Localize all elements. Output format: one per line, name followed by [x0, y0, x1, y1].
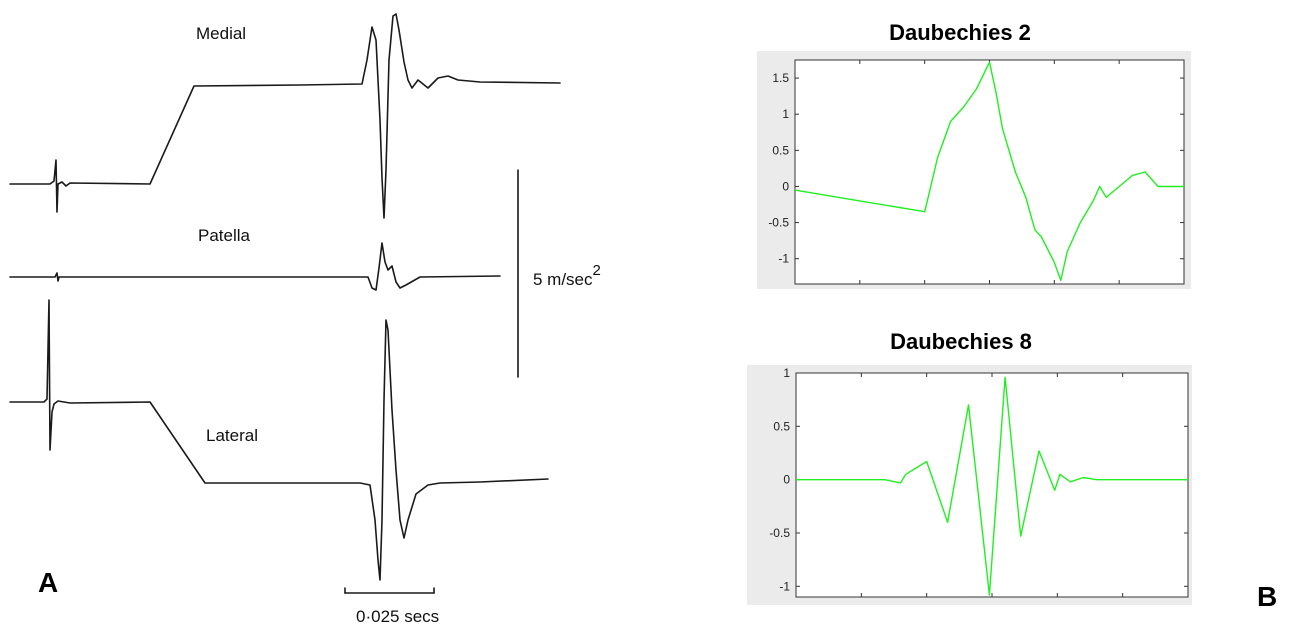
scale-bar-exponent: 2	[593, 262, 601, 279]
panel-letter-a: A	[38, 567, 58, 598]
chart1-ytick-label-4: 1	[782, 107, 789, 121]
chart2-ytick-label-0: -1	[779, 579, 790, 593]
chart1-ytick-label-2: 0	[782, 179, 789, 193]
chart-title-daubechies-2: Daubechies 2	[889, 20, 1031, 45]
chart1-ytick-label-1: -0.5	[768, 216, 789, 230]
panel-b: Daubechies 2 -1 -0.5 0 0.5 1 1.5 Daubechies 8…	[747, 20, 1277, 612]
scale-bar-unit: 5 m/sec	[533, 270, 593, 289]
chart2-ytick-label-3: 0.5	[773, 419, 790, 433]
chart1-axes	[794, 59, 1185, 285]
chart2-ytick-label-2: 0	[783, 473, 790, 487]
chart-title-daubechies-8: Daubechies 8	[890, 329, 1032, 354]
chart2-series-line	[796, 376, 1188, 596]
lateral-trace	[9, 299, 549, 581]
panel-a: Medial Patella Lateral 5 m/sec2 0·025 se…	[9, 13, 601, 626]
panel-letter-b: B	[1257, 581, 1277, 612]
trace-label-medial: Medial	[196, 24, 246, 43]
chart1-ytick-label-3: 0.5	[772, 143, 789, 157]
patella-trace	[9, 242, 501, 291]
chart1-ticks: -1 -0.5 0 0.5 1 1.5	[768, 60, 1184, 284]
chart1-series-line	[794, 61, 1184, 282]
medial-trace	[9, 13, 561, 219]
trace-label-lateral: Lateral	[206, 426, 258, 445]
chart2-ticks: -1 -0.5 0 0.5 1	[769, 366, 1188, 597]
vertical-scale-bar-label: 5 m/sec2	[533, 262, 601, 289]
horizontal-scale-bar-label: 0·025 secs	[356, 607, 439, 626]
chart1-ytick-label-5: 1.5	[772, 71, 789, 85]
chart2-ytick-label-4: 1	[783, 366, 790, 380]
chart1-ytick-label-0: -1	[778, 252, 789, 266]
trace-label-patella: Patella	[198, 226, 251, 245]
chart2-ytick-label-1: -0.5	[769, 526, 790, 540]
